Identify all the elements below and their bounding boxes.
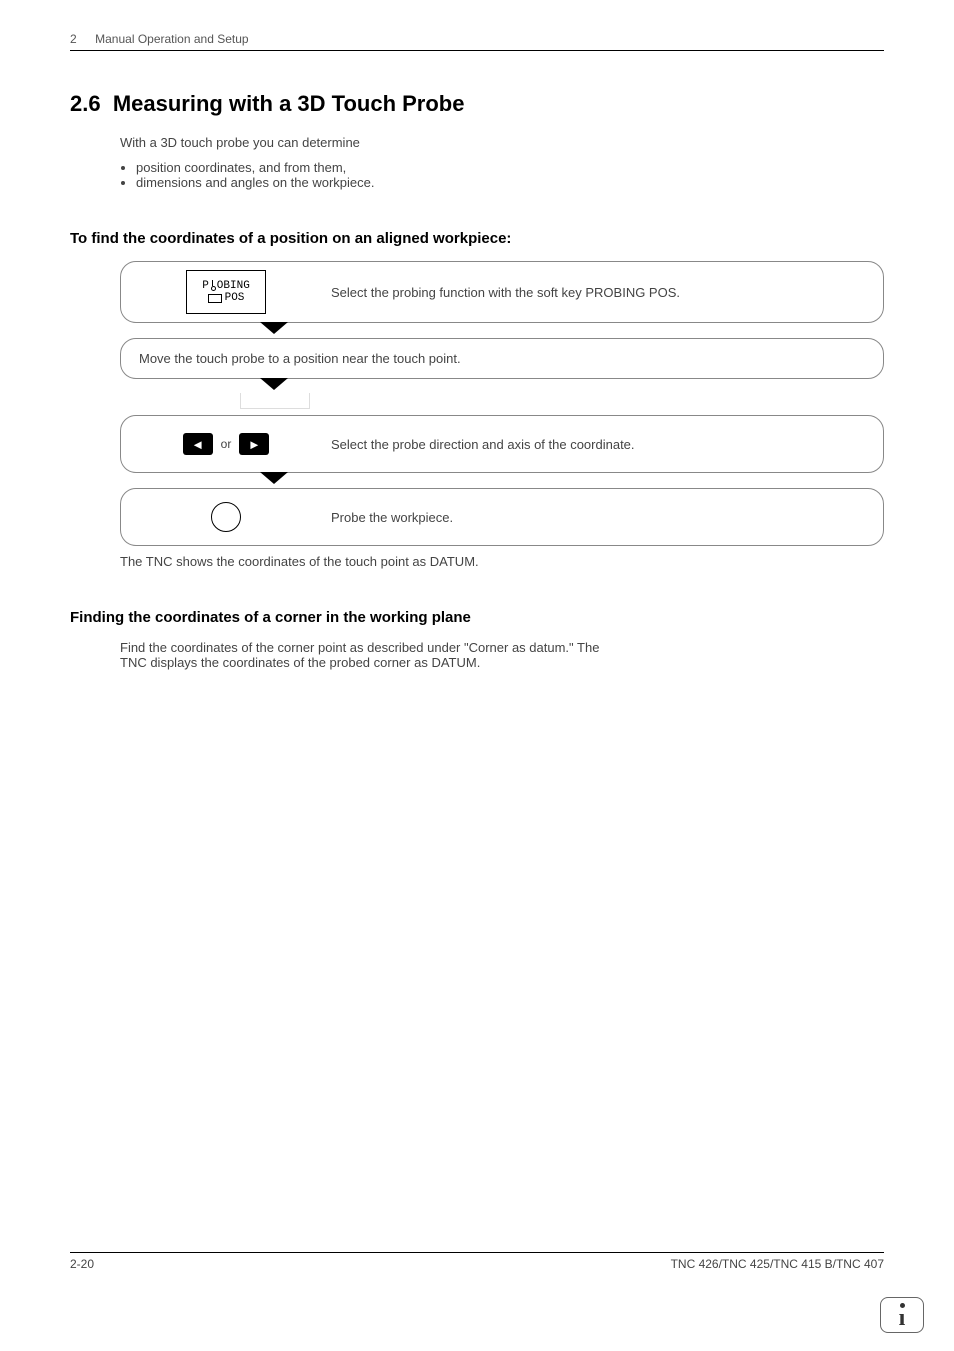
page-number: 2-20 [70, 1257, 94, 1271]
arrow-down-icon [260, 322, 288, 334]
flow-step-1: POBING POS Select the probing function w… [120, 261, 884, 323]
section-heading: Measuring with a 3D Touch Probe [113, 91, 465, 116]
nc-start-key[interactable] [211, 502, 241, 532]
step-2-text: Move the touch probe to a position near … [121, 339, 883, 378]
section-number: 2.6 [70, 91, 101, 116]
page-header: 2 Manual Operation and Setup [70, 30, 884, 51]
bullet-item: dimensions and angles on the workpiece. [136, 175, 884, 190]
blank-spacer [240, 393, 310, 409]
info-badge-icon: ı [880, 1297, 924, 1333]
arrow-left-key[interactable]: ◄ [183, 433, 213, 455]
bullet-item: position coordinates, and from them, [136, 160, 884, 175]
flow-step-3: ◄ or ► Select the probe direction and ax… [120, 415, 884, 473]
softkey-label-top: POBING [202, 280, 250, 292]
post-note: The TNC shows the coordinates of the tou… [120, 554, 884, 569]
rect-icon [208, 294, 222, 303]
flow-step-4: Probe the workpiece. [120, 488, 884, 546]
step-3-text: Select the probe direction and axis of t… [331, 429, 883, 460]
chapter-title: Manual Operation and Setup [95, 32, 248, 46]
arrow-right-key[interactable]: ► [239, 433, 269, 455]
chapter-number: 2 [70, 32, 77, 46]
or-label: or [221, 437, 232, 451]
subheading-2: Finding the coordinates of a corner in t… [70, 609, 884, 626]
flow-step-2: Move the touch probe to a position near … [120, 338, 884, 379]
sub2-text: Find the coordinates of the corner point… [120, 640, 600, 670]
start-key-container [121, 494, 331, 540]
probing-pos-softkey[interactable]: POBING POS [186, 270, 266, 314]
footer-model: TNC 426/TNC 425/TNC 415 B/TNC 407 [671, 1257, 884, 1271]
step-4-text: Probe the workpiece. [331, 502, 883, 533]
step-1-text: Select the probing function with the sof… [331, 277, 883, 308]
softkey-label-bot: POS [225, 292, 245, 304]
probe-icon [209, 280, 217, 288]
softkey-container: POBING POS [121, 262, 331, 322]
page-footer: 2-20 TNC 426/TNC 425/TNC 415 B/TNC 407 [70, 1252, 884, 1271]
subheading-1: To find the coordinates of a position on… [70, 230, 884, 247]
direction-keys: ◄ or ► [121, 425, 331, 463]
intro-text: With a 3D touch probe you can determine [120, 135, 884, 150]
arrow-down-icon [260, 378, 288, 390]
section-title: 2.6 Measuring with a 3D Touch Probe [70, 91, 884, 117]
arrow-down-icon [260, 472, 288, 484]
bullet-list: position coordinates, and from them, dim… [136, 160, 884, 190]
